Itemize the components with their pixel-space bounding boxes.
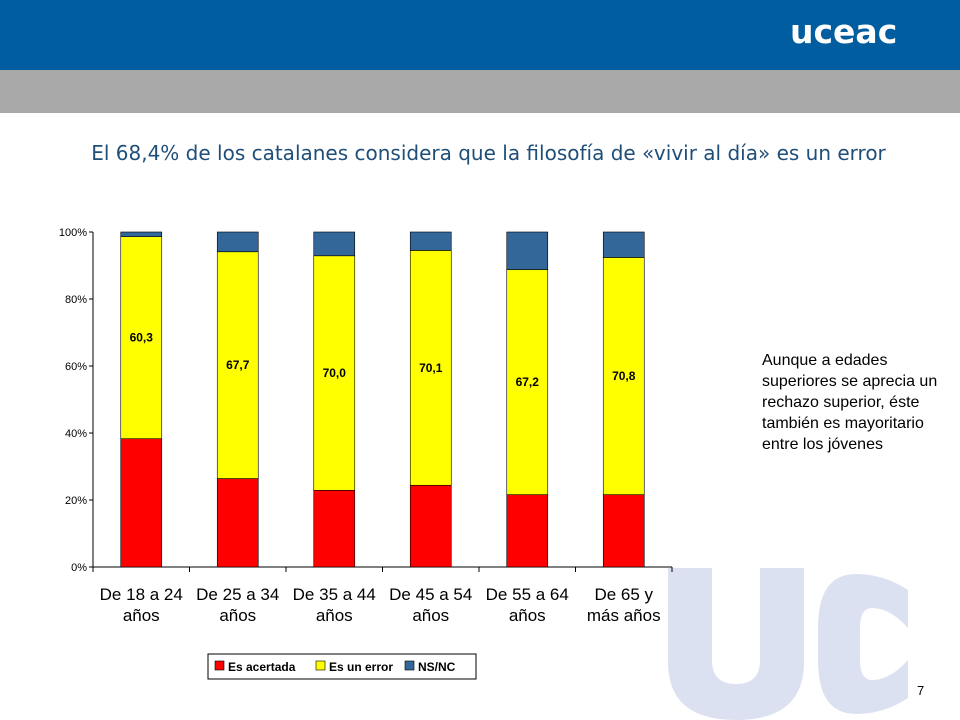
legend-swatch <box>404 660 415 671</box>
legend-label: Es acertada <box>228 660 296 674</box>
legend-swatch <box>214 660 225 671</box>
header-band <box>0 70 960 113</box>
bar-segment <box>313 255 356 491</box>
y-tick-label: 0% <box>71 562 87 574</box>
legend-box <box>207 653 477 680</box>
header-bar <box>0 0 960 70</box>
data-label: 67,7 <box>226 358 250 372</box>
page-number: 7 <box>917 683 925 698</box>
x-category-label: De 18 a 24 <box>100 585 183 604</box>
y-tick-label: 60% <box>65 361 87 373</box>
bar-segment <box>602 231 645 258</box>
legend-label: NS/NC <box>418 660 456 674</box>
y-tick-label: 20% <box>65 495 87 507</box>
bar-segment <box>409 484 452 568</box>
uc-watermark <box>668 568 908 720</box>
x-category-label: años <box>412 606 449 625</box>
x-category-label: De 55 a 64 <box>486 585 569 604</box>
x-category-label: De 45 a 54 <box>389 585 472 604</box>
bar-segment <box>409 231 452 251</box>
slide-title: El 68,4% de los catalanes considera que … <box>91 141 886 165</box>
x-category-label: años <box>316 606 353 625</box>
data-label: 70,8 <box>612 369 636 383</box>
bar-segment <box>313 231 356 257</box>
x-category-label: De 35 a 44 <box>293 585 376 604</box>
bar-segment <box>216 251 259 479</box>
legend-label: Es un error <box>329 660 393 674</box>
bar-segment <box>216 231 259 253</box>
x-category-label: años <box>509 606 546 625</box>
bar-segment <box>602 257 645 495</box>
data-label: 70,1 <box>419 361 443 375</box>
bar-segment <box>120 231 163 237</box>
x-category-label: De 25 a 34 <box>196 585 279 604</box>
uceac-logo: uceac <box>790 12 898 51</box>
x-category-label: años <box>219 606 256 625</box>
bar-segment <box>409 250 452 486</box>
bar-segment <box>506 269 549 495</box>
y-tick-label: 80% <box>65 294 87 306</box>
bar-segment <box>120 236 163 439</box>
x-category-label: más años <box>587 606 661 625</box>
x-category-label: años <box>123 606 160 625</box>
bar-segment <box>506 494 549 568</box>
data-label: 67,2 <box>516 375 540 389</box>
bar-segment <box>313 489 356 568</box>
y-tick-label: 40% <box>65 428 87 440</box>
bar-segment <box>120 438 163 568</box>
side-note: Aunque a edades superiores se aprecia un… <box>762 352 938 453</box>
data-label: 60,3 <box>130 331 154 345</box>
y-tick-label: 100% <box>59 227 87 239</box>
legend-swatch <box>315 660 326 671</box>
bar-segment <box>216 478 259 568</box>
data-label: 70,0 <box>323 366 347 380</box>
x-category-label: De 65 y <box>594 585 653 604</box>
bar-segment <box>506 231 549 270</box>
bar-segment <box>602 494 645 568</box>
